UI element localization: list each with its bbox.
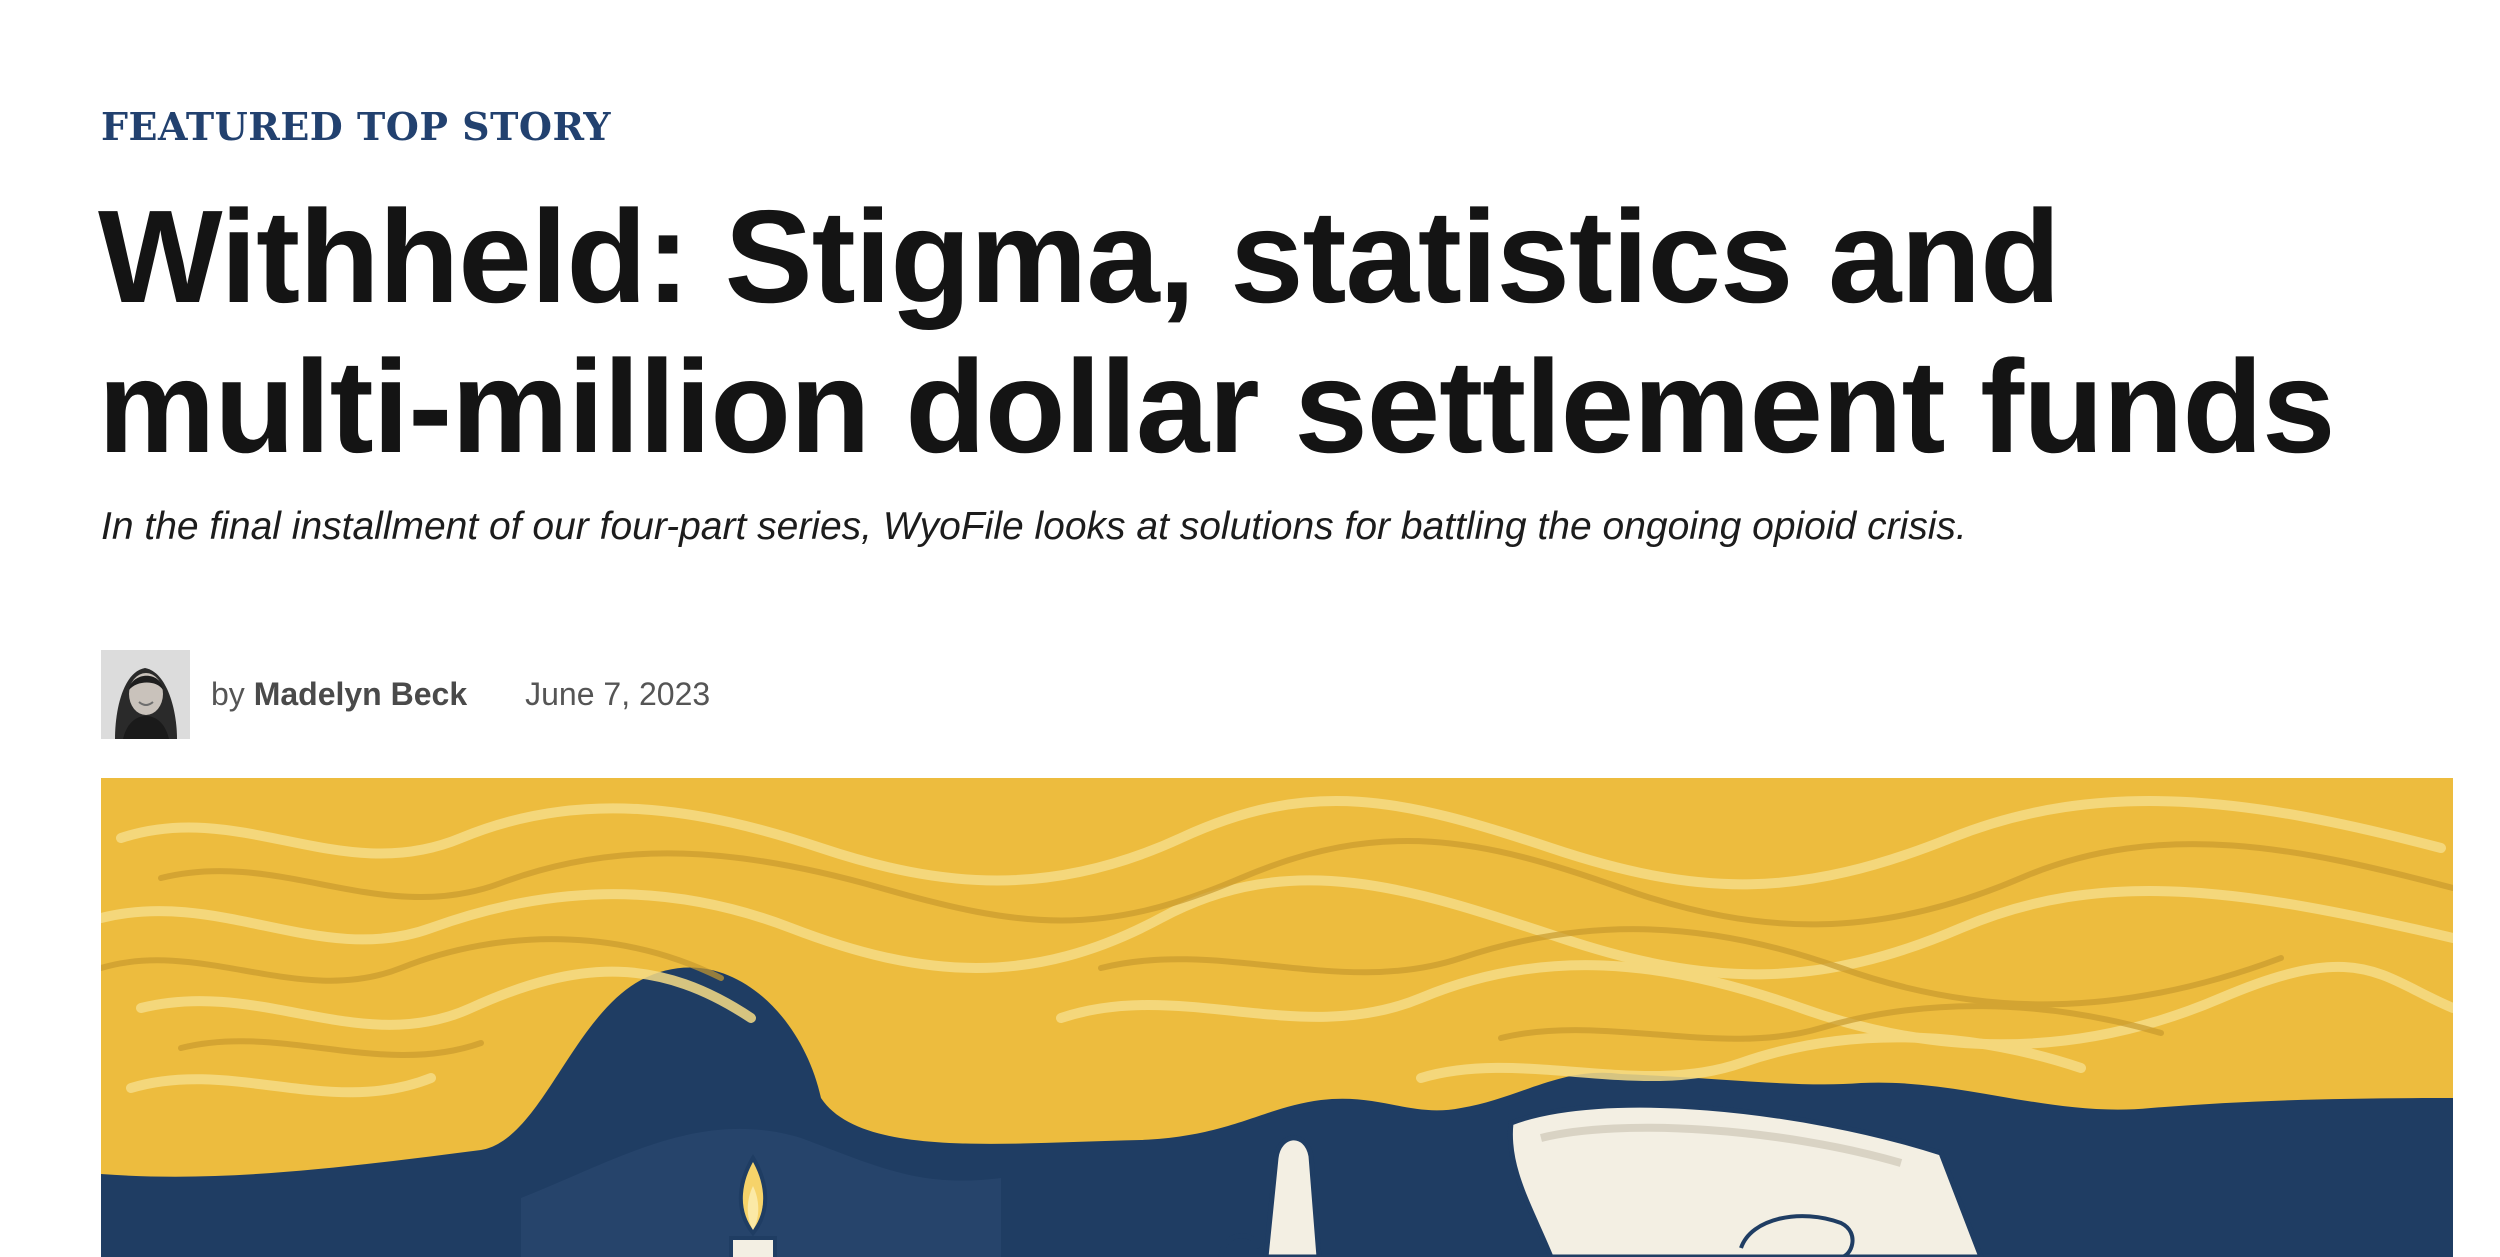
- section-kicker[interactable]: FEATURED TOP STORY: [101, 104, 612, 149]
- author-name-link[interactable]: Madelyn Beck: [253, 676, 468, 712]
- author-avatar[interactable]: [101, 650, 190, 739]
- illustration-smoke-candle-hand-icon: [101, 778, 2453, 1257]
- avatar-portrait-icon: [101, 650, 190, 739]
- publish-date: June 7, 2023: [525, 676, 711, 712]
- byline-text: by Madelyn Beck: [211, 676, 467, 713]
- byline-prefix: by: [211, 676, 245, 712]
- byline: by Madelyn Beck June 7, 2023: [101, 650, 710, 739]
- article-headline: Withheld: Stigma, statistics and multi-m…: [98, 183, 2335, 480]
- hero-image[interactable]: [101, 778, 2453, 1257]
- article-dek: In the final installment of our four-par…: [101, 505, 1967, 548]
